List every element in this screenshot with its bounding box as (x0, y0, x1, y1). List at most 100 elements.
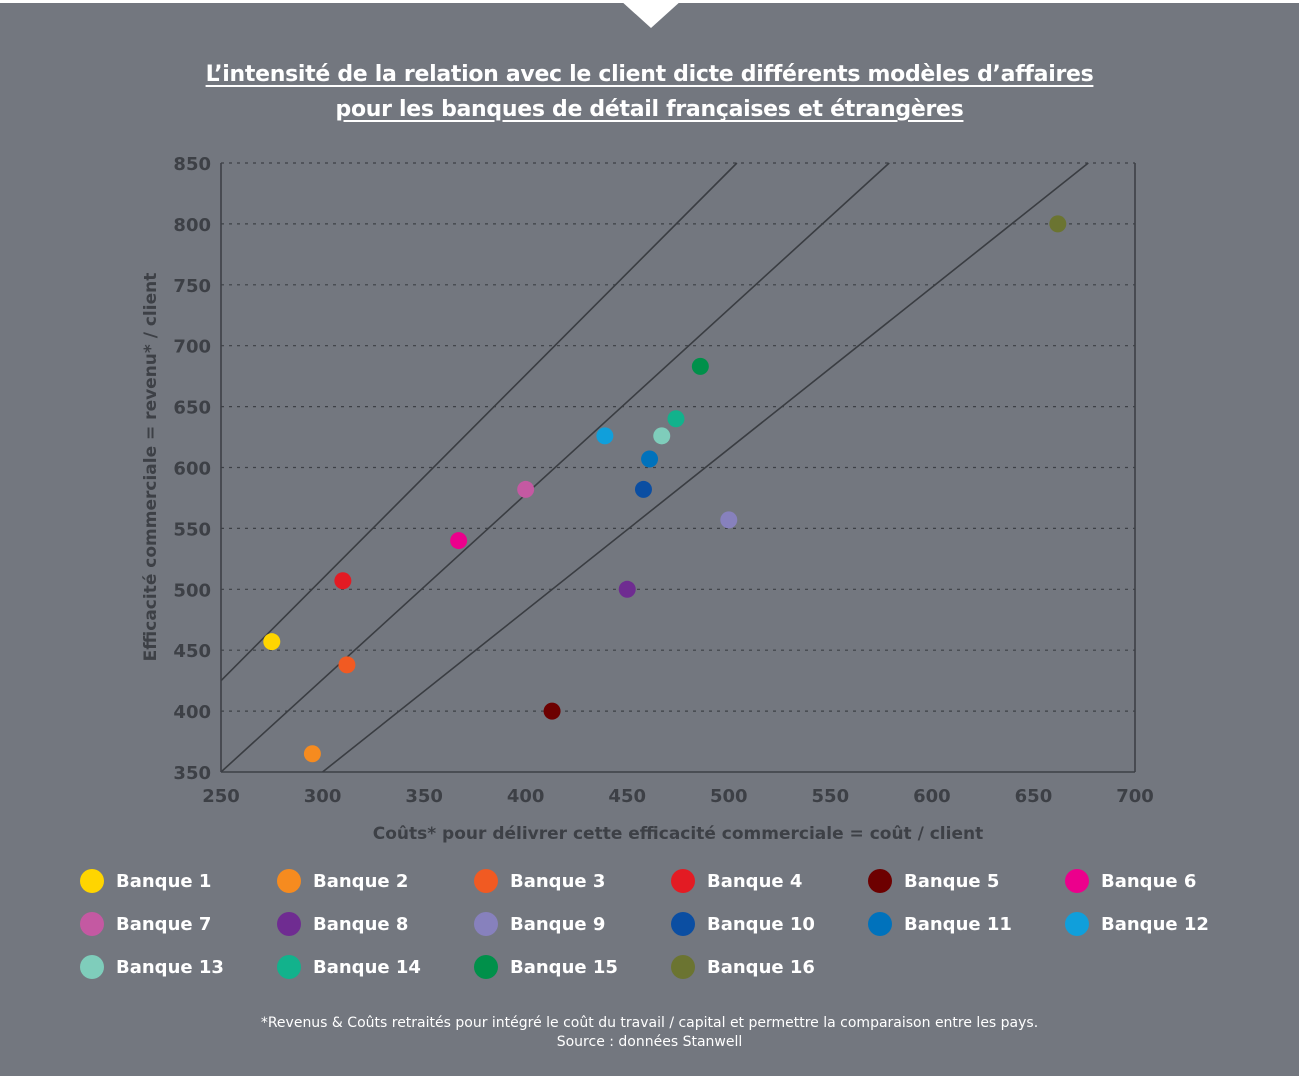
x-tick-250: 250 (202, 786, 240, 807)
legend-item: Banque 9 (474, 909, 605, 939)
source-text: Source : données Stanwell (556, 1034, 743, 1050)
legend-item: Banque 13 (80, 952, 224, 982)
legend-label: Banque 14 (313, 956, 421, 978)
point-banque-10 (634, 480, 652, 498)
legend-label: Banque 13 (116, 956, 224, 978)
legend-item: Banque 12 (1065, 909, 1209, 939)
legend-item: Banque 1 (80, 866, 211, 896)
y-tick-750: 750 (173, 276, 211, 297)
chart-title: L’intensité de la relation avec le clien… (0, 57, 1299, 127)
x-tick-700: 700 (1116, 786, 1154, 807)
legend-label: Banque 2 (313, 870, 409, 892)
x-tick-350: 350 (405, 786, 443, 807)
legend-dot-icon (868, 912, 892, 936)
y-tick-600: 600 (173, 459, 211, 480)
point-banque-6 (450, 532, 468, 550)
legend-dot-icon (671, 912, 695, 936)
legend-label: Banque 16 (707, 956, 815, 978)
legend-dot-icon (1065, 869, 1089, 893)
y-tick-850: 850 (173, 154, 211, 175)
legend-item: Banque 14 (277, 952, 421, 982)
y-tick-800: 800 (173, 215, 211, 236)
point-banque-7 (517, 480, 535, 498)
legend-dot-icon (277, 869, 301, 893)
y-tick-650: 650 (173, 398, 211, 419)
y-tick-350: 350 (173, 763, 211, 784)
point-banque-4 (334, 572, 352, 590)
legend-label: Banque 9 (510, 913, 606, 935)
grid-lines (221, 162, 1135, 712)
y-tick-700: 700 (173, 337, 211, 358)
legend-dot-icon (80, 955, 104, 979)
legend-label: Banque 5 (904, 870, 1000, 892)
legend-item: Banque 5 (868, 866, 999, 896)
legend-dot-icon (474, 912, 498, 936)
legend-item: Banque 16 (671, 952, 815, 982)
legend-item: Banque 11 (868, 909, 1012, 939)
point-banque-8 (618, 580, 636, 598)
reference-ligne-3 (322, 162, 1089, 773)
x-tick-500: 500 (710, 786, 748, 807)
x-tick-300: 300 (304, 786, 342, 807)
legend-dot-icon (80, 912, 104, 936)
footnote: *Revenus & Coûts retraités pour intégré … (0, 1014, 1299, 1052)
axes (220, 163, 1136, 773)
x-tick-400: 400 (507, 786, 545, 807)
legend-dot-icon (671, 955, 695, 979)
legend-label: Banque 10 (707, 913, 815, 935)
y-tick-550: 550 (173, 519, 211, 540)
point-banque-3 (338, 656, 356, 674)
reference-ligne-1 (220, 162, 738, 682)
footnote-text: *Revenus & Coûts retraités pour intégré … (260, 1015, 1039, 1031)
point-banque-1 (263, 633, 281, 651)
x-tick-550: 550 (812, 786, 850, 807)
y-tick-450: 450 (173, 641, 211, 662)
data-points (263, 215, 1067, 763)
point-banque-16 (1049, 215, 1067, 233)
top-notch-arrow-icon (620, 0, 682, 28)
legend-dot-icon (277, 912, 301, 936)
point-banque-15 (691, 357, 709, 375)
point-banque-9 (720, 511, 738, 529)
legend-item: Banque 3 (474, 866, 605, 896)
point-banque-11 (641, 450, 659, 468)
legend-item: Banque 8 (277, 909, 408, 939)
chart-title-line-2: pour les banques de détail françaises et… (335, 97, 964, 122)
legend-item: Banque 7 (80, 909, 211, 939)
reference-lines (220, 162, 1089, 773)
legend-dot-icon (80, 869, 104, 893)
y-tick-400: 400 (173, 702, 211, 723)
legend-dot-icon (671, 869, 695, 893)
x-axis-label: Coûts* pour délivrer cette efficacité co… (373, 824, 983, 844)
y-tick-labels: 350 400 450 500 550 600 650 700 750 800 850 (173, 154, 211, 784)
legend-label: Banque 1 (116, 870, 212, 892)
point-banque-13 (653, 427, 671, 445)
legend-item: Banque 6 (1065, 866, 1196, 896)
legend-dot-icon (474, 869, 498, 893)
legend-dot-icon (277, 955, 301, 979)
legend-dot-icon (474, 955, 498, 979)
legend-dot-icon (868, 869, 892, 893)
y-axis-label: Efficacité commerciale = revenu* / clien… (141, 273, 161, 662)
legend-item: Banque 15 (474, 952, 618, 982)
chart-title-line-1: L’intensité de la relation avec le clien… (205, 62, 1094, 87)
reference-ligne-2 (220, 162, 890, 773)
chart-background (0, 3, 1299, 1076)
legend-label: Banque 6 (1101, 870, 1197, 892)
legend-label: Banque 3 (510, 870, 606, 892)
y-tick-500: 500 (173, 580, 211, 601)
x-tick-labels: 250 300 350 400 450 500 550 600 650 700 (202, 786, 1154, 807)
legend-label: Banque 15 (510, 956, 618, 978)
legend-label: Banque 7 (116, 913, 212, 935)
point-banque-14 (667, 410, 685, 428)
x-tick-650: 650 (1015, 786, 1053, 807)
legend-item: Banque 4 (671, 866, 802, 896)
legend-dot-icon (1065, 912, 1089, 936)
legend-label: Banque 11 (904, 913, 1012, 935)
point-banque-5 (543, 702, 561, 720)
legend-label: Banque 12 (1101, 913, 1209, 935)
x-tick-450: 450 (608, 786, 646, 807)
legend-label: Banque 8 (313, 913, 409, 935)
legend-label: Banque 4 (707, 870, 803, 892)
